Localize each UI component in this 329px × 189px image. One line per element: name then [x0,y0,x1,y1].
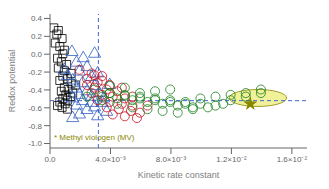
svg-text:Redox potential: Redox potential [8,50,17,113]
svg-text:0.0: 0.0 [44,155,56,164]
svg-text:1.2×10⁻²: 1.2×10⁻² [216,155,247,164]
html-text:* Methyl viologen (MV): * Methyl viologen (MV) [54,133,135,142]
svg-text:-0.8: -0.8 [28,122,42,131]
svg-text:1.6×10⁻²: 1.6×10⁻² [277,155,308,164]
svg-text:-1.0: -1.0 [28,139,42,148]
svg-text:8.0×10⁻³: 8.0×10⁻³ [156,155,187,164]
svg-text:0.2: 0.2 [31,32,43,41]
svg-text:4.0×10⁻³: 4.0×10⁻³ [95,155,126,164]
svg-text:Kinetic rate constant: Kinetic rate constant [138,170,220,180]
svg-text:-0.6: -0.6 [28,104,42,113]
svg-text:-0.2: -0.2 [28,68,42,77]
svg-text:-0.4: -0.4 [28,86,42,95]
svg-text:0.0: 0.0 [31,50,43,59]
svg-text:0.4: 0.4 [31,14,43,23]
